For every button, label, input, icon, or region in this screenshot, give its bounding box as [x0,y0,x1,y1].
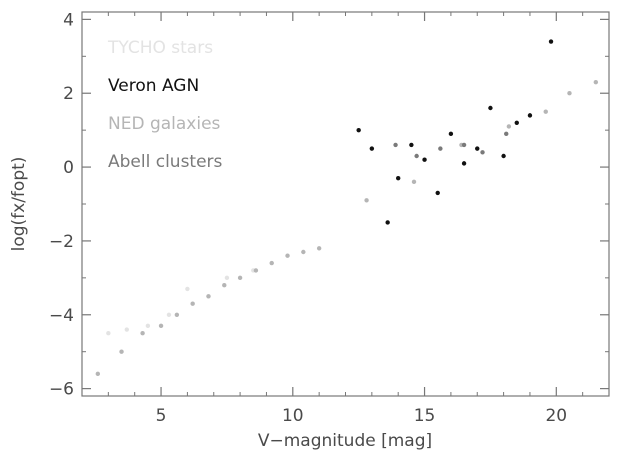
data-point [548,39,554,44]
series-veron-agn [356,39,554,225]
data-point [501,153,506,159]
data-point [435,190,440,196]
data-point [185,286,190,292]
legend-entry: TYCHO stars [107,38,213,58]
data-point [124,327,129,332]
data-point [593,79,599,85]
data-point [166,312,172,317]
data-point [422,157,427,162]
data-point [480,150,485,155]
series-abell-clusters [393,131,509,159]
data-points [95,39,599,377]
plot-area-frame [81,11,610,397]
data-point [237,275,243,281]
y-tick-label: −2 [49,232,74,252]
data-point [461,161,467,166]
data-point [190,301,195,306]
x-axis-ticks: 5 10 15 20 [107,12,610,426]
data-point [158,323,164,329]
data-point [567,91,572,96]
data-point [145,323,151,329]
legend-entry: Abell clusters [108,152,223,172]
data-point [448,131,454,137]
data-point [504,131,509,137]
y-axis-ticks: −6 −4 −2 0 2 4 [49,10,609,400]
data-point [224,275,230,281]
data-point [285,253,290,258]
x-tick-label: 10 [282,406,304,426]
data-point [106,331,111,336]
y-tick-label: −6 [49,380,74,400]
legend-entry: Veron AGN [108,76,199,96]
data-point [414,153,419,159]
data-point [222,283,227,288]
data-point [409,142,414,148]
data-point [543,109,548,114]
x-tick-label: 5 [156,406,167,426]
data-point [95,371,101,377]
data-point [356,127,361,133]
data-point [269,260,274,266]
data-point [174,312,180,317]
series-tycho-stars [106,268,256,336]
data-point [316,246,322,251]
y-tick-label: 4 [63,10,74,30]
data-point [506,124,512,129]
y-tick-label: −4 [49,306,74,326]
x-tick-label: 20 [545,406,567,426]
data-point [393,142,398,148]
data-point [301,249,306,255]
data-point [385,220,390,225]
data-point [475,146,480,151]
data-point [119,349,124,354]
y-tick-label: 2 [63,84,74,104]
x-tick-label: 15 [414,406,436,426]
data-point [140,331,145,336]
data-point [369,146,375,151]
data-point [411,179,417,185]
legend-entry: NED galaxies [108,114,221,134]
data-point [253,268,259,273]
data-point [396,175,401,181]
series-ned-galaxies [95,79,599,377]
y-axis-title: log(fx/fopt) [9,157,29,252]
data-point [364,198,369,203]
data-point [206,294,211,299]
x-axis-title: V−magnitude [mag] [258,431,432,451]
data-point [461,142,467,148]
legend: TYCHO stars Veron AGN NED galaxies Abell cl… [107,38,223,172]
data-point [514,120,519,125]
data-point [438,146,443,151]
data-point [527,113,533,118]
y-tick-label: 0 [63,158,74,178]
data-point [488,105,493,111]
